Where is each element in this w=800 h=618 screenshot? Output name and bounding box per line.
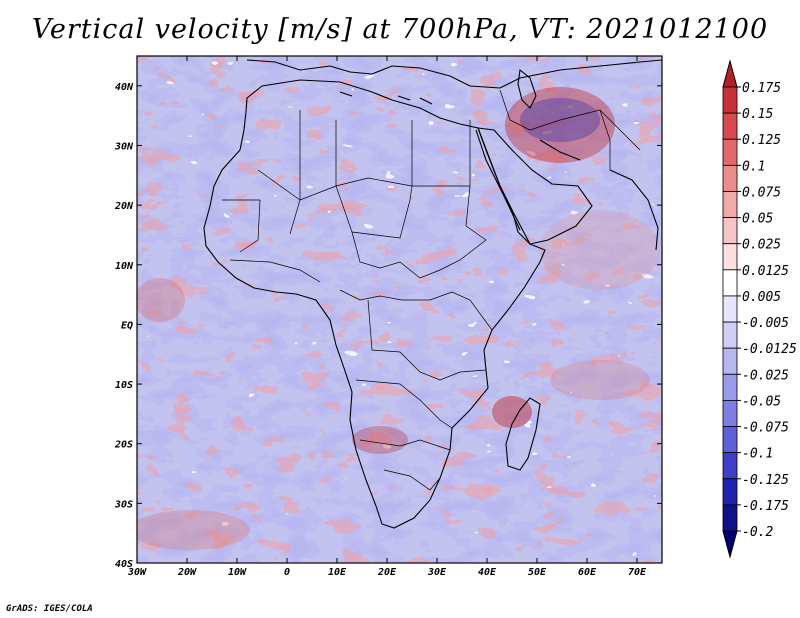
- lon-tick-label: 50E: [528, 567, 547, 578]
- country-borders: [222, 89, 641, 491]
- arabia-coastline: [477, 127, 593, 245]
- colorbar-box: [722, 426, 738, 454]
- lon-tick-label: 60E: [578, 567, 597, 578]
- colorbar-label: -0.005: [742, 316, 789, 331]
- coastlines: [203, 59, 662, 529]
- colorbar-label: 0.15: [742, 107, 773, 122]
- colorbar-box: [722, 269, 738, 297]
- colorbar-label: -0.05: [742, 394, 781, 409]
- colorbar-label: -0.175: [742, 499, 789, 514]
- colorbar-label: -0.0125: [742, 342, 797, 357]
- lon-tick-label: 10E: [328, 567, 347, 578]
- colorbar-box: [722, 191, 738, 218]
- lat-tick-label: 30S: [114, 499, 133, 510]
- colorbar-box: [722, 86, 738, 114]
- lon-tick-label: 20E: [377, 567, 397, 578]
- colorbar: 0.175 0.15 0.125 0.1 0.075 0.05 0.025 0.0125 0.0…: [722, 59, 797, 559]
- colorbar-box: [722, 217, 738, 245]
- colorbar-box: [722, 478, 738, 506]
- lat-tick-label: 10S: [115, 380, 133, 391]
- colorbar-bottom-arrow: [722, 530, 738, 559]
- red-sea: [475, 129, 521, 231]
- colorbar-label: -0.025: [742, 368, 789, 383]
- colorbar-label: -0.1: [742, 447, 773, 462]
- madagascar-coastline: [505, 397, 541, 471]
- lon-tick-label: 30W: [127, 567, 147, 578]
- lat-tick-label: 10N: [115, 261, 134, 272]
- lat-tick-label: 40N: [115, 82, 134, 93]
- lat-tick-label: 30N: [114, 141, 134, 152]
- caspian: [517, 68, 537, 109]
- lat-tick-label: 40S: [115, 559, 133, 570]
- colorbar-label: 0.005: [742, 290, 781, 305]
- colorbar-box: [722, 400, 738, 427]
- chart-title: Vertical velocity [m/s] at 700hPa, VT: 2…: [31, 14, 769, 45]
- colorbar-label: -0.2: [742, 525, 773, 540]
- lon-tick-label: 20W: [177, 567, 197, 578]
- colorbar-label: 0.175: [742, 81, 781, 96]
- velocity-field: [137, 56, 662, 563]
- lon-tick-label: 70E: [628, 567, 647, 578]
- colorbar-box: [722, 164, 738, 192]
- med-islands: [339, 91, 433, 105]
- colorbar-box: [722, 347, 738, 375]
- map-frame: [136, 55, 663, 564]
- colorbar-box: [722, 112, 738, 140]
- colorbar-box: [722, 373, 738, 401]
- colorbar-label: -0.125: [742, 473, 789, 488]
- lat-tick-label: 20N: [114, 201, 134, 212]
- colorbar-label: 0.025: [742, 238, 781, 253]
- colorbar-box: [722, 295, 738, 323]
- persian-gulf: [539, 139, 581, 161]
- lon-tick-label: 10W: [228, 567, 247, 578]
- colorbar-box: [722, 452, 738, 480]
- colorbar-label: 0.1: [742, 159, 765, 174]
- colorbar-box: [722, 504, 738, 532]
- colorbar-box: [722, 243, 738, 271]
- lon-tick-label: 30E: [427, 567, 447, 578]
- colorbar-box: [722, 321, 738, 349]
- axis-ticks: 30W 20W 10W 0 10E 20E 30E 40E 50E 60E 70E 40N 30N 20N…: [114, 56, 662, 578]
- footer-credit: GrADS: IGES/COLA: [6, 604, 93, 614]
- colorbar-label: 0.125: [742, 133, 781, 148]
- colorbar-label: 0.05: [742, 212, 773, 227]
- lat-tick-label: 20S: [114, 440, 133, 451]
- europe-coastline: [246, 59, 662, 89]
- colorbar-label: 0.075: [742, 185, 781, 200]
- colorbar-label: 0.0125: [742, 264, 789, 279]
- india-coastline: [609, 169, 659, 251]
- colorbar-box: [722, 138, 738, 166]
- africa-coastline: [203, 79, 546, 529]
- colorbar-label: -0.075: [742, 421, 789, 436]
- lon-tick-label: 40E: [478, 567, 497, 578]
- lon-tick-label: 0: [284, 567, 290, 578]
- colorbar-top-arrow: [722, 59, 738, 88]
- lat-tick-label: EQ: [121, 320, 133, 331]
